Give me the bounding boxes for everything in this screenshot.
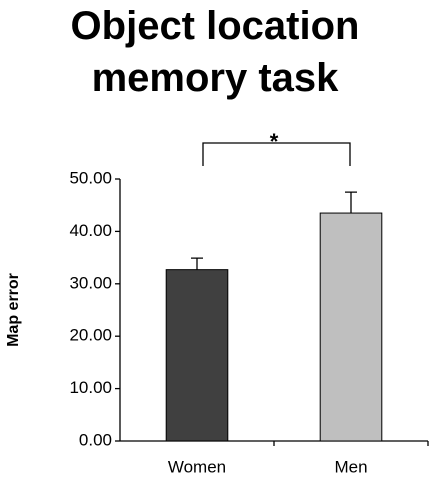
- y-tick-label: 40.00: [69, 221, 112, 240]
- bar: [319, 212, 383, 442]
- x-tick-label: Men: [334, 457, 367, 476]
- y-axis-label: Map error: [5, 273, 22, 347]
- x-tick-label: Women: [168, 457, 226, 476]
- y-tick-label: 0.00: [79, 430, 112, 449]
- y-tick-label: 10.00: [69, 378, 112, 397]
- error-bar: [345, 191, 357, 214]
- y-tick-label: 30.00: [69, 273, 112, 292]
- significance-label: *: [270, 129, 279, 154]
- significance-bracket: [202, 142, 351, 166]
- chart-title: Object location memory task: [70, 4, 360, 100]
- y-tick-label: 20.00: [69, 326, 112, 345]
- y-tick-label: 50.00: [69, 168, 112, 187]
- error-bar: [191, 257, 203, 270]
- bar: [165, 269, 229, 442]
